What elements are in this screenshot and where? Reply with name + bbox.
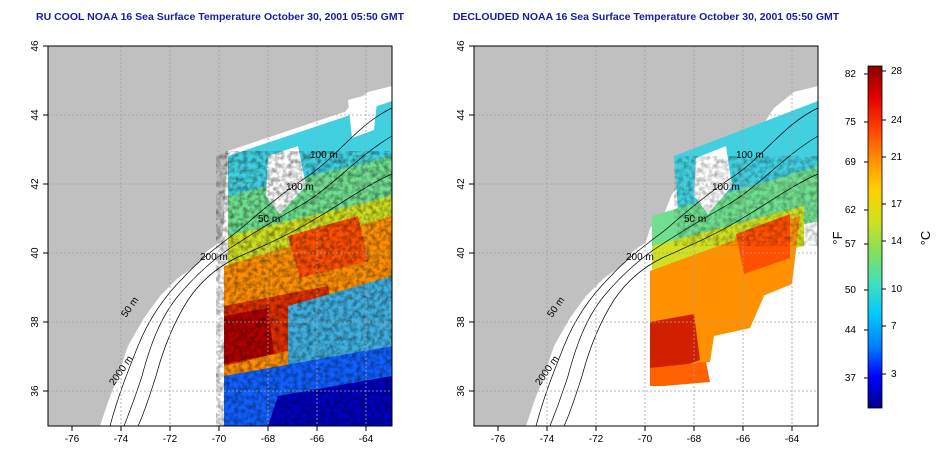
y-tick-label: 40 [456, 247, 467, 259]
fahrenheit-unit-label: °F [830, 231, 845, 244]
celsius-scale: 28 24 21 17 14 10 7 3 [882, 66, 903, 380]
fahrenheit-label: 57 [845, 239, 857, 250]
fahrenheit-label: 75 [845, 117, 857, 128]
declouded-sst-map: DECLOUDED NOAA 16 Sea Surface Temperatur… [453, 11, 840, 445]
land-mass-north [644, 46, 818, 182]
colorbar-gradient [867, 65, 883, 409]
sst-imagery [216, 92, 392, 426]
celsius-label: 14 [891, 236, 903, 247]
y-tick-label: 42 [30, 178, 41, 190]
bathymetry-contours [535, 107, 819, 427]
y-axis: 36 38 40 42 44 46 [456, 40, 474, 397]
contour-label: 100 m [736, 150, 764, 161]
x-tick-label: -70 [212, 434, 227, 445]
x-axis: -76 -74 -72 -70 -68 -66 -64 [491, 426, 800, 445]
declouded-map-title: DECLOUDED NOAA 16 Sea Surface Temperatur… [453, 11, 840, 23]
fahrenheit-label: 69 [845, 157, 857, 168]
contour-label: 50 m [684, 214, 706, 225]
y-tick-label: 44 [30, 109, 41, 121]
y-tick-label: 36 [30, 385, 41, 397]
fahrenheit-scale: 82 75 69 62 57 50 44 37 [845, 69, 868, 384]
x-tick-label: -66 [310, 434, 325, 445]
y-tick-label: 40 [30, 247, 41, 259]
x-tick-label: -70 [638, 434, 653, 445]
raw-map-title: RU COOL NOAA 16 Sea Surface Temperature … [36, 11, 405, 23]
x-tick-label: -74 [540, 434, 555, 445]
y-tick-label: 42 [456, 178, 467, 190]
y-tick-label: 36 [456, 385, 467, 397]
celsius-label: 28 [891, 66, 903, 77]
y-tick-label: 46 [30, 40, 41, 52]
fahrenheit-label: 44 [845, 325, 857, 336]
celsius-label: 24 [891, 115, 903, 126]
x-tick-label: -64 [359, 434, 374, 445]
celsius-label: 3 [891, 369, 897, 380]
contour-label: 50 m [258, 214, 280, 225]
land-mass-north [218, 46, 392, 182]
y-tick-label: 38 [456, 316, 467, 328]
celsius-label: 7 [891, 321, 897, 332]
celsius-label: 17 [891, 199, 903, 210]
x-tick-label: -68 [261, 434, 276, 445]
y-tick-label: 44 [456, 109, 467, 121]
celsius-label: 10 [891, 284, 903, 295]
contour-label: 100 m [310, 150, 338, 161]
contour-label: 200 m [626, 252, 654, 263]
celsius-unit-label: °C [918, 231, 933, 246]
fahrenheit-label: 82 [845, 69, 857, 80]
fahrenheit-label: 37 [845, 373, 857, 384]
x-tick-label: -66 [736, 434, 751, 445]
lat-lon-grid [474, 46, 818, 426]
x-tick-label: -64 [785, 434, 800, 445]
map-frame [47, 45, 393, 427]
x-tick-label: -72 [163, 434, 178, 445]
y-tick-label: 38 [30, 316, 41, 328]
y-axis: 36 38 40 42 44 46 [30, 40, 48, 397]
sst-imagery [650, 101, 818, 386]
x-tick-label: -76 [65, 434, 80, 445]
x-tick-label: -76 [491, 434, 506, 445]
x-tick-label: -74 [114, 434, 129, 445]
x-tick-label: -72 [589, 434, 604, 445]
bathymetry-contours [109, 107, 393, 427]
contour-label: 100 m [712, 182, 740, 193]
temperature-colorbar: 82 75 69 62 57 50 44 37 28 24 21 17 14 10 7 3 °F °C [830, 65, 933, 409]
x-axis: -76 -74 -72 -70 -68 -66 -64 [65, 426, 374, 445]
contour-label: 100 m [286, 182, 314, 193]
raw-sst-map: RU COOL NOAA 16 Sea Surface Temperature … [30, 11, 405, 445]
x-tick-label: -68 [687, 434, 702, 445]
contour-label: 200 m [200, 252, 228, 263]
celsius-label: 21 [891, 152, 903, 163]
fahrenheit-label: 50 [845, 285, 857, 296]
lat-lon-grid [48, 46, 392, 426]
map-frame [473, 45, 819, 427]
y-tick-label: 46 [456, 40, 467, 52]
fahrenheit-label: 62 [845, 205, 857, 216]
